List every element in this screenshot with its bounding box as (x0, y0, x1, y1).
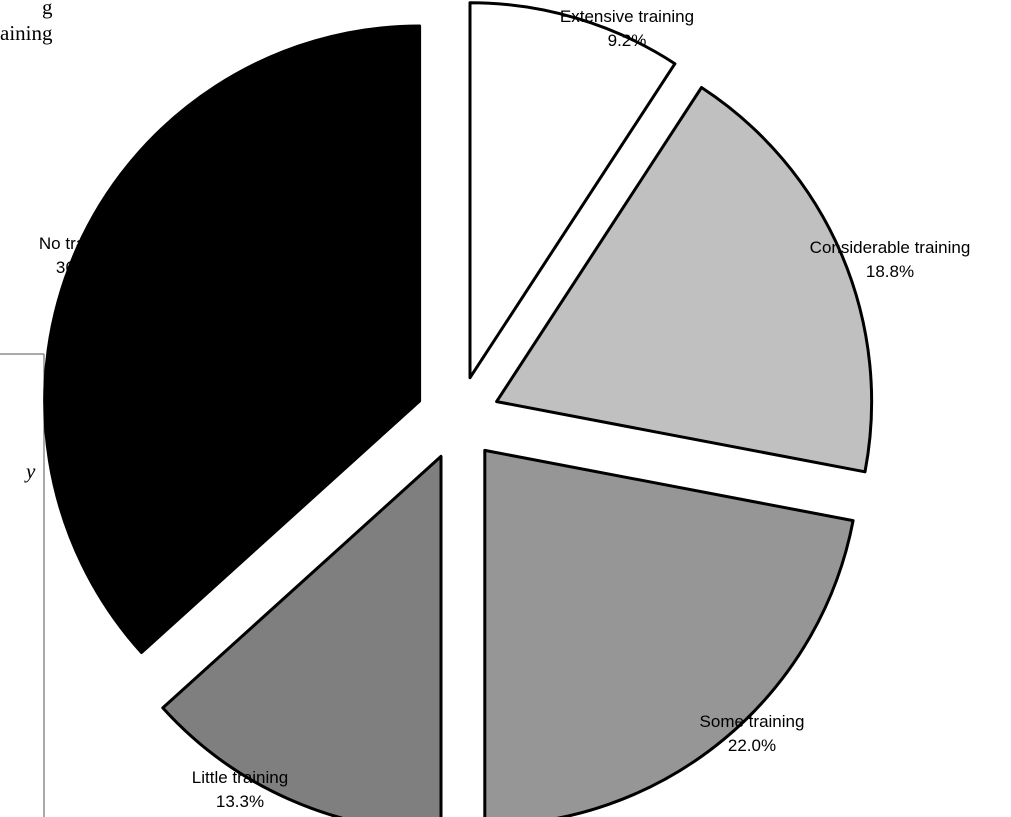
pie-slice-considerable-training (495, 86, 874, 474)
slice-value-no-training: 36.7% (56, 258, 104, 277)
page-fragment-line3: y (24, 459, 36, 483)
slice-value-little-training: 13.3% (216, 792, 264, 811)
slice-label-considerable-training: Considerable training (810, 238, 971, 257)
slice-value-considerable-training: 18.8% (866, 262, 914, 281)
slice-label-little-training: Little training (192, 768, 288, 787)
pie-slices (43, 1, 874, 817)
pie-slice-no-training (43, 24, 422, 654)
pie-slice-little-training (161, 454, 443, 817)
page-fragment-line1: g (42, 0, 53, 19)
pie-slice-extensive-training (468, 1, 677, 380)
pie-slice-some-training (483, 448, 855, 817)
slice-label-extensive-training: Extensive training (560, 7, 694, 26)
slice-value-extensive-training: 9.2% (608, 31, 647, 50)
pie-labels: Extensive training 9.2% Considerable train… (39, 7, 970, 811)
slice-value-some-training: 22.0% (728, 736, 776, 755)
page-fragment-line2: aining (0, 21, 53, 45)
slice-label-no-training: No training (39, 234, 121, 253)
slice-label-some-training: Some training (700, 712, 805, 731)
